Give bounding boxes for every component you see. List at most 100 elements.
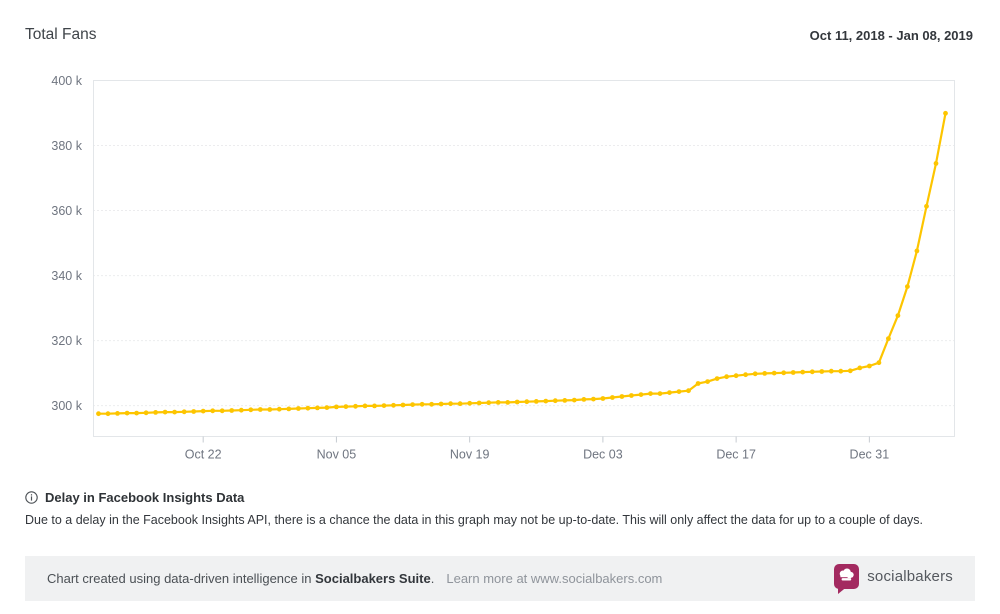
data-point[interactable]	[905, 284, 910, 289]
data-point[interactable]	[105, 411, 111, 417]
data-point[interactable]	[429, 401, 434, 407]
y-axis-label: 340 k	[51, 269, 82, 283]
data-point[interactable]	[648, 391, 653, 396]
data-point[interactable]	[153, 410, 159, 415]
footer-text-prefix: Chart created using data-driven intellig…	[47, 571, 316, 586]
data-point[interactable]	[419, 401, 425, 407]
data-point[interactable]	[324, 405, 330, 410]
data-point[interactable]	[248, 407, 254, 413]
data-point[interactable]	[533, 399, 539, 404]
footer-text: Chart created using data-driven intellig…	[47, 571, 662, 586]
data-point[interactable]	[943, 110, 948, 116]
data-point[interactable]	[495, 400, 501, 405]
data-point[interactable]	[695, 381, 701, 386]
data-point[interactable]	[267, 407, 273, 412]
data-point[interactable]	[724, 374, 729, 380]
data-point[interactable]	[857, 365, 863, 371]
total-fans-line-chart: 300 k 320 k 340 k 360 k 380 k 400 k Oct 22 Nov …	[51, 74, 955, 462]
data-point[interactable]	[610, 395, 615, 400]
data-point[interactable]	[600, 396, 606, 401]
data-point[interactable]	[200, 408, 206, 414]
data-point[interactable]	[543, 398, 549, 404]
data-point[interactable]	[914, 248, 920, 254]
data-point[interactable]	[933, 161, 939, 166]
data-point[interactable]	[667, 390, 672, 395]
data-point[interactable]	[828, 368, 834, 374]
data-point[interactable]	[714, 376, 720, 381]
data-point[interactable]	[457, 401, 463, 407]
data-point[interactable]	[334, 404, 339, 410]
data-point[interactable]	[752, 371, 758, 377]
y-axis-label: 380 k	[51, 139, 82, 153]
data-point[interactable]	[210, 408, 216, 414]
data-point[interactable]	[276, 406, 282, 412]
data-point[interactable]	[552, 398, 558, 404]
data-point[interactable]	[638, 392, 644, 397]
data-point[interactable]	[181, 409, 187, 415]
data-point[interactable]	[743, 372, 748, 378]
data-point[interactable]	[391, 402, 396, 408]
data-point[interactable]	[219, 408, 225, 414]
learn-more-link[interactable]: Learn more at www.socialbakers.com	[446, 571, 663, 586]
data-point[interactable]	[581, 397, 587, 402]
data-point[interactable]	[305, 405, 311, 411]
data-point[interactable]	[629, 393, 634, 398]
data-point[interactable]	[286, 406, 292, 412]
data-point[interactable]	[676, 389, 682, 394]
data-point[interactable]	[315, 405, 320, 411]
data-point[interactable]	[467, 400, 473, 406]
data-point[interactable]	[257, 407, 263, 412]
data-point[interactable]	[657, 391, 663, 396]
data-point[interactable]	[410, 402, 415, 407]
data-point[interactable]	[790, 370, 796, 375]
data-point[interactable]	[505, 400, 511, 405]
data-point[interactable]	[191, 409, 197, 414]
data-point[interactable]	[362, 403, 368, 409]
data-point[interactable]	[819, 369, 825, 374]
data-point[interactable]	[134, 410, 140, 416]
data-point[interactable]	[143, 410, 149, 416]
y-axis-label: 400 k	[51, 74, 82, 88]
data-point[interactable]	[838, 368, 844, 374]
data-point[interactable]	[781, 370, 787, 376]
data-point[interactable]	[438, 401, 444, 407]
data-point[interactable]	[895, 313, 901, 318]
data-point[interactable]	[172, 409, 178, 415]
data-point[interactable]	[733, 373, 739, 379]
data-point[interactable]	[847, 368, 853, 374]
data-point[interactable]	[124, 410, 130, 416]
data-point[interactable]	[353, 403, 358, 409]
data-point[interactable]	[486, 400, 492, 406]
data-point[interactable]	[886, 336, 891, 341]
data-point[interactable]	[924, 203, 929, 209]
data-point[interactable]	[476, 400, 482, 406]
data-point[interactable]	[372, 403, 377, 409]
data-point[interactable]	[762, 371, 768, 376]
data-point[interactable]	[400, 402, 406, 408]
plot-border	[93, 80, 955, 437]
data-point[interactable]	[771, 370, 777, 376]
data-point[interactable]	[876, 360, 882, 366]
data-point[interactable]	[448, 401, 453, 407]
data-point[interactable]	[238, 407, 244, 413]
data-point[interactable]	[514, 399, 520, 405]
data-point[interactable]	[705, 379, 710, 384]
data-point[interactable]	[524, 399, 530, 405]
data-point[interactable]	[162, 409, 168, 415]
data-point[interactable]	[867, 363, 872, 369]
footer-bar: Chart created using data-driven intellig…	[25, 556, 975, 601]
data-point[interactable]	[115, 411, 120, 416]
data-point[interactable]	[571, 397, 577, 403]
x-axis-label: Oct 22	[185, 448, 222, 462]
data-point[interactable]	[591, 396, 596, 402]
data-point[interactable]	[619, 394, 625, 399]
data-point[interactable]	[96, 411, 101, 417]
data-point[interactable]	[343, 404, 349, 409]
data-point[interactable]	[809, 369, 815, 375]
data-point[interactable]	[381, 403, 387, 408]
data-point[interactable]	[686, 388, 691, 394]
data-point[interactable]	[562, 398, 568, 403]
data-point[interactable]	[229, 408, 235, 413]
data-point[interactable]	[800, 369, 806, 375]
data-point[interactable]	[296, 406, 301, 411]
